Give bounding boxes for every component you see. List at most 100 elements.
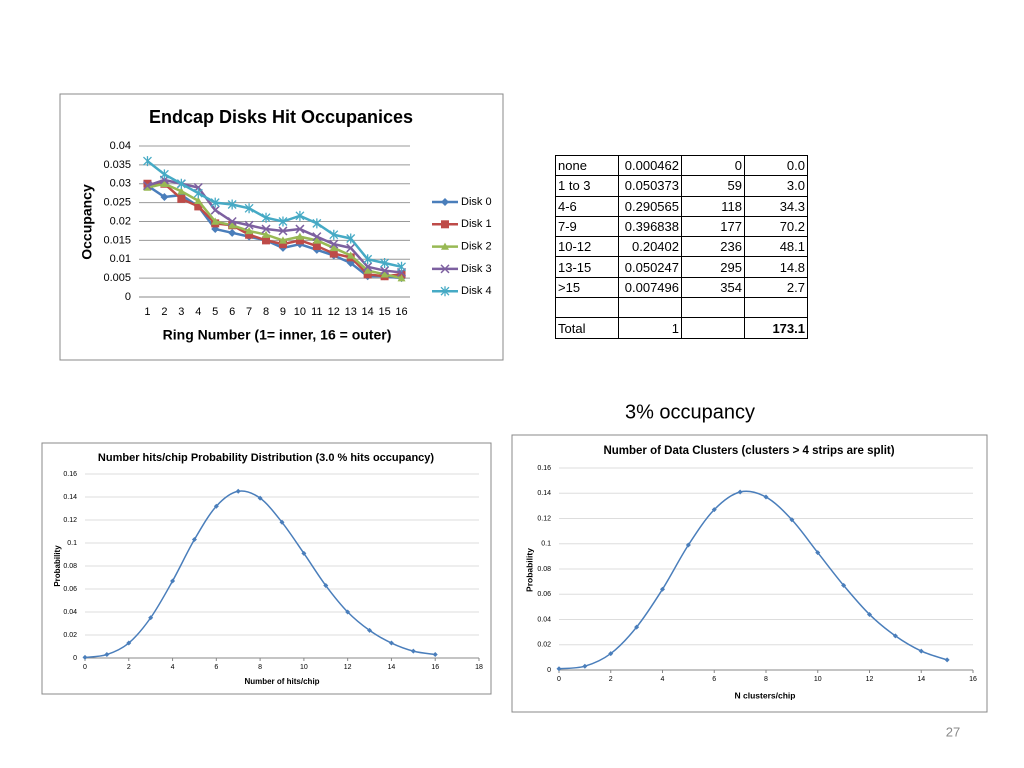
- marker: [278, 240, 287, 249]
- marker: [410, 648, 416, 654]
- marker: [227, 199, 237, 210]
- x-tick-label: 3: [178, 306, 184, 318]
- table-cell: [681, 317, 745, 339]
- table-cell: 354: [681, 276, 745, 299]
- table-cell: 59: [681, 175, 745, 197]
- table-cell: 0.290565: [618, 195, 682, 217]
- table-cell: 0: [681, 154, 745, 177]
- y-tick-label: 0.12: [63, 517, 77, 524]
- legend-label: Disk 1: [461, 218, 492, 230]
- marker: [363, 270, 372, 279]
- marker: [126, 640, 132, 646]
- y-tick-label: 0.08: [537, 566, 551, 573]
- x-tick-label: 8: [258, 664, 262, 671]
- x-tick-label: 14: [917, 676, 925, 683]
- marker: [244, 220, 254, 230]
- marker: [262, 236, 271, 245]
- x-tick-label: 2: [161, 306, 167, 318]
- legend-marker: [441, 198, 449, 206]
- marker: [142, 181, 152, 191]
- table-cell: 14.8: [744, 256, 808, 278]
- marker: [367, 627, 373, 633]
- x-tick-label: 16: [969, 676, 977, 683]
- marker: [789, 517, 795, 523]
- y-tick-label: 0.04: [537, 616, 551, 623]
- marker: [210, 197, 220, 208]
- marker: [346, 243, 356, 253]
- table-cell: 0.050247: [618, 256, 682, 278]
- x-tick-label: 0: [557, 676, 561, 683]
- x-tick-label: 11: [311, 306, 322, 318]
- y-tick-label: 0.025: [103, 197, 131, 209]
- table-row: Total 1 173.1: [555, 317, 808, 339]
- x-tick-label: 6: [712, 676, 716, 683]
- y-tick-label: 0: [125, 291, 131, 303]
- x-axis-label: Ring Number (1= inner, 16 = outer): [163, 327, 392, 343]
- marker: [329, 249, 338, 258]
- marker: [312, 218, 322, 229]
- marker: [228, 228, 237, 237]
- table-cell: [555, 297, 619, 319]
- series-line: [558, 490, 948, 670]
- y-tick-label: 0.005: [103, 272, 131, 284]
- legend-marker: [440, 286, 450, 297]
- marker: [244, 203, 254, 214]
- table-cell: 0.20402: [618, 236, 682, 258]
- marker: [227, 216, 237, 227]
- marker: [363, 262, 373, 272]
- x-tick-label: 4: [195, 306, 201, 318]
- table-row: none 0.000462 0 0.0: [555, 154, 808, 177]
- table-cell: 1 to 3: [555, 175, 619, 197]
- y-tick-label: 0.08: [63, 563, 77, 570]
- marker: [763, 494, 769, 500]
- marker: [176, 178, 186, 189]
- marker: [295, 232, 304, 240]
- marker: [918, 648, 924, 654]
- marker: [143, 156, 152, 167]
- marker: [329, 229, 339, 240]
- chart-frame: [41, 442, 492, 695]
- marker: [279, 519, 285, 525]
- x-tick-label: 9: [280, 306, 286, 318]
- x-tick-label: 12: [344, 664, 352, 671]
- marker: [841, 582, 847, 588]
- x-tick-label: 2: [127, 664, 131, 671]
- x-tick-label: 7: [246, 306, 252, 318]
- marker: [380, 258, 390, 269]
- y-axis-label: Probability: [53, 545, 62, 587]
- x-tick-label: 0: [83, 664, 87, 671]
- y-axis-label: Occupancy: [79, 184, 95, 260]
- y-axis-label: Probability: [524, 548, 534, 592]
- marker: [867, 611, 872, 617]
- y-tick-label: 0.04: [63, 609, 77, 616]
- marker: [685, 542, 691, 548]
- table-cell: 70.2: [744, 215, 808, 238]
- y-tick-label: 0.1: [541, 541, 551, 548]
- marker: [301, 550, 307, 556]
- table-cell: 295: [681, 256, 745, 278]
- y-tick-label: 0: [73, 655, 77, 662]
- marker: [160, 192, 169, 201]
- table-cell: 13-15: [555, 256, 619, 278]
- marker: [329, 239, 339, 249]
- marker: [295, 224, 305, 234]
- x-axis-label: Number of hits/chip: [244, 677, 319, 686]
- series-line: [146, 184, 402, 280]
- x-tick-label: 14: [388, 664, 396, 671]
- x-tick-label: 13: [345, 306, 357, 318]
- marker: [363, 266, 372, 274]
- table-row: 4-6 0.290565 118 34.3: [555, 195, 808, 217]
- table-cell: 4-6: [555, 195, 619, 217]
- marker: [711, 507, 717, 513]
- y-tick-label: 0.02: [537, 642, 551, 649]
- marker: [194, 196, 203, 204]
- marker: [143, 183, 152, 191]
- table-cell: 2.7: [744, 276, 808, 299]
- marker: [312, 236, 321, 244]
- page-number: 27: [946, 724, 960, 739]
- marker: [892, 633, 898, 639]
- x-axis-label: N clusters/chip: [735, 690, 796, 700]
- marker: [235, 488, 241, 494]
- marker: [660, 586, 665, 592]
